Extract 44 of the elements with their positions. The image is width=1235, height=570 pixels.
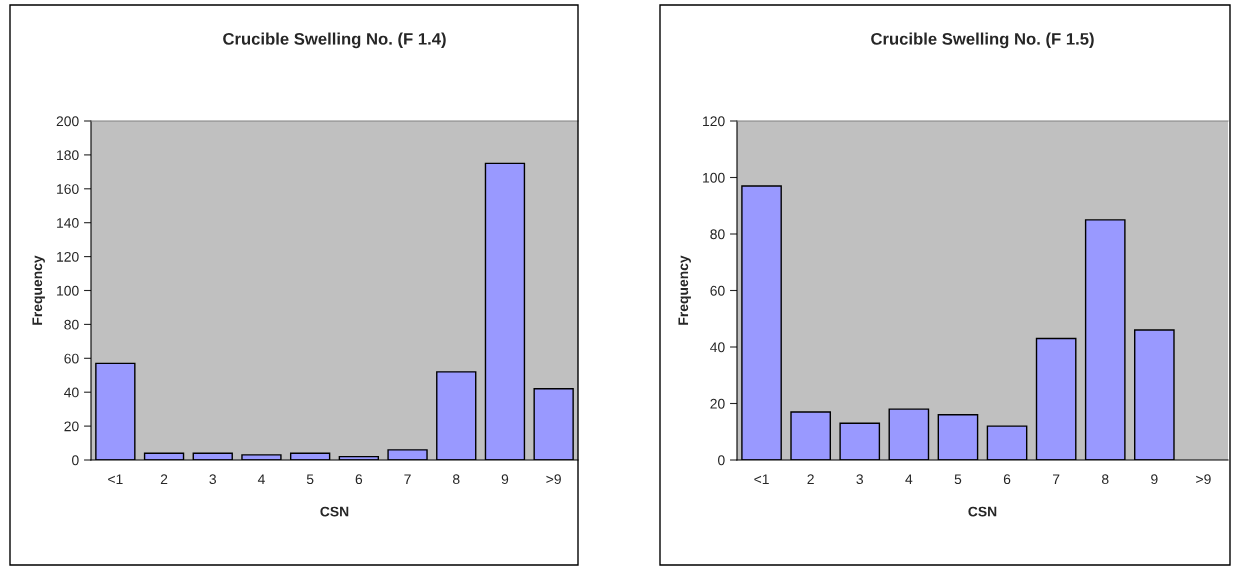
y-tick-label: 80: [64, 319, 79, 330]
x-tick-label: 6: [355, 474, 363, 485]
y-tick-label: 200: [56, 116, 79, 127]
y-tick-label: 0: [72, 455, 79, 466]
x-tick-label: 2: [807, 474, 814, 484]
x-tick-label: >9: [546, 474, 561, 485]
y-axis-title: Frequency: [678, 255, 691, 325]
x-tick-label: 2: [160, 474, 168, 484]
y-tick-label: 60: [64, 353, 79, 364]
x-tick-label: 5: [954, 474, 962, 485]
y-tick-label: 20: [710, 398, 725, 409]
x-axis-title: CSN: [968, 506, 997, 517]
y-tick-label: 60: [710, 285, 725, 296]
x-tick-label: 7: [404, 474, 411, 484]
x-tick-label: <1: [754, 474, 769, 484]
chart-title: Crucible Swelling No. (F 1.4): [223, 32, 446, 49]
y-tick-label: 100: [703, 172, 725, 183]
y-tick-label: 140: [57, 218, 79, 228]
y-tick-label: 40: [64, 387, 79, 398]
y-tick-label: 120: [57, 251, 79, 262]
y-tick-label: 120: [703, 116, 725, 127]
y-tick-label: 160: [57, 184, 79, 194]
x-tick-label: 6: [1003, 474, 1011, 485]
x-tick-label: 9: [501, 474, 509, 485]
x-tick-label: 7: [1053, 474, 1060, 484]
y-tick-label: 40: [710, 342, 725, 353]
x-tick-label: 8: [1101, 474, 1109, 485]
x-tick-label: 3: [856, 474, 863, 485]
x-tick-label: 5: [306, 474, 314, 485]
x-tick-label: 8: [452, 474, 460, 485]
y-axis-title: Frequency: [32, 255, 45, 325]
y-tick-label: 80: [710, 229, 725, 240]
x-tick-label: 3: [209, 474, 216, 485]
y-tick-label: 100: [57, 285, 79, 296]
y-tick-label: 0: [718, 455, 725, 466]
y-tick-label: 180: [57, 150, 79, 161]
y-tick-label: 20: [64, 421, 79, 432]
x-tick-label: <1: [108, 474, 123, 484]
x-tick-label: 4: [905, 474, 913, 484]
chart-title: Crucible Swelling No. (F 1.5): [871, 32, 1094, 49]
x-axis-title: CSN: [320, 506, 349, 517]
x-tick-label: 4: [257, 474, 265, 484]
x-tick-label: >9: [1196, 474, 1211, 485]
x-tick-label: 9: [1151, 474, 1158, 485]
